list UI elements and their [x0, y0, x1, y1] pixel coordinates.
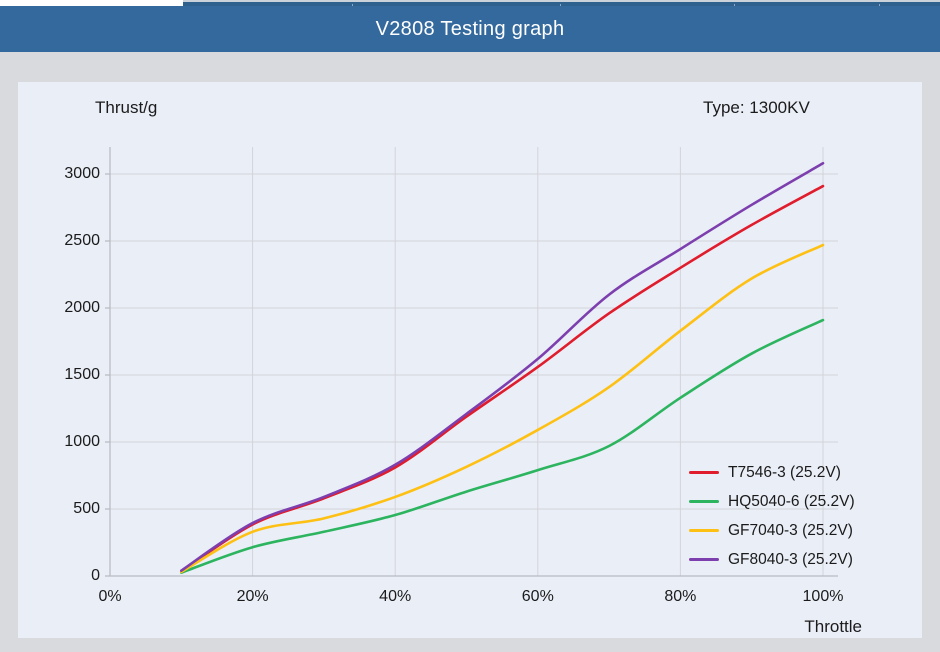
chart-card: Thrust/g Type: 1300KV 0 500 1000 1500 2000 25…: [18, 82, 922, 638]
chrome-left-segment: [0, 0, 183, 6]
legend-item: T7546-3 (25.2V): [689, 458, 855, 487]
legend-item: GF8040-3 (25.2V): [689, 545, 855, 574]
legend-item: HQ5040-6 (25.2V): [689, 487, 855, 516]
legend-line-swatch: [689, 500, 719, 503]
x-tick-label: 100%: [802, 588, 844, 605]
legend-label: GF8040-3 (25.2V): [728, 550, 853, 568]
y-axis-title: Thrust/g: [95, 98, 158, 117]
y-tick-label: 1500: [64, 366, 100, 383]
y-tick-label: 0: [91, 567, 100, 584]
y-tick-label: 500: [73, 500, 100, 517]
legend-line-swatch: [689, 471, 719, 474]
page-header: V2808 Testing graph: [0, 6, 940, 52]
legend-line-swatch: [689, 558, 719, 561]
x-tick-label: 60%: [521, 588, 554, 605]
chart-legend: T7546-3 (25.2V) HQ5040-6 (25.2V) GF7040-3 …: [689, 458, 855, 574]
x-tick-label: 80%: [664, 588, 697, 605]
legend-label: HQ5040-6 (25.2V): [728, 492, 855, 510]
legend-label: T7546-3 (25.2V): [728, 463, 841, 481]
y-tick-label: 1000: [64, 433, 100, 450]
series-line-gf8040-3: [180, 161, 825, 572]
x-tick-label: 20%: [236, 588, 269, 605]
series-line-hq5040-6: [180, 318, 825, 574]
legend-line-swatch: [689, 529, 719, 532]
page-title: V2808 Testing graph: [375, 17, 565, 40]
x-tick-label: 40%: [379, 588, 412, 605]
legend-item: GF7040-3 (25.2V): [689, 516, 855, 545]
x-tick-label: 0%: [98, 588, 122, 605]
x-axis-title: Throttle: [804, 617, 862, 636]
y-tick-label: 2500: [64, 232, 100, 249]
y-tick-label: 2000: [64, 299, 100, 316]
series-line-gf7040-3: [180, 243, 825, 574]
legend-label: GF7040-3 (25.2V): [728, 521, 853, 539]
thrust-line-chart: [105, 147, 838, 577]
y-tick-label: 3000: [64, 165, 100, 182]
motor-type-label: Type: 1300KV: [703, 98, 810, 117]
